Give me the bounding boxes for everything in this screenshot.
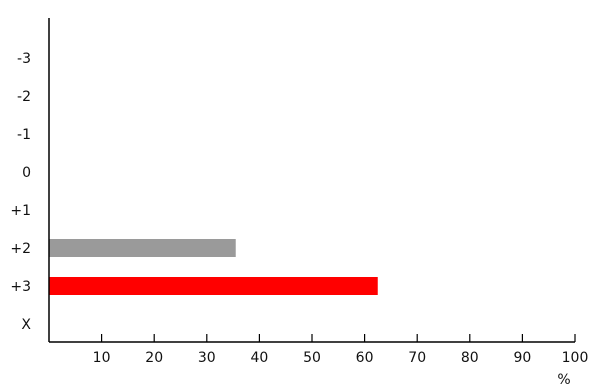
y-tick-label: +3 bbox=[10, 279, 31, 295]
x-axis-label: % bbox=[557, 372, 570, 385]
x-tick-label: 30 bbox=[198, 350, 216, 366]
y-tick-label: -3 bbox=[17, 51, 31, 67]
bar-+2 bbox=[49, 239, 236, 257]
x-tick-label: 100 bbox=[562, 350, 589, 366]
x-tick-label: 40 bbox=[250, 350, 268, 366]
y-tick-label: -2 bbox=[17, 89, 31, 105]
x-tick-label: 70 bbox=[408, 350, 426, 366]
x-tick-label: 50 bbox=[303, 350, 321, 366]
x-tick-label: 20 bbox=[145, 350, 163, 366]
x-tick-label: 80 bbox=[461, 350, 479, 366]
x-tick-label: 10 bbox=[93, 350, 111, 366]
x-tick-label: 60 bbox=[356, 350, 374, 366]
y-tick-label: -1 bbox=[17, 127, 31, 143]
y-tick-label: X bbox=[21, 317, 31, 333]
bar-+3 bbox=[49, 277, 378, 295]
y-tick-label: +1 bbox=[10, 203, 31, 219]
y-tick-label: 0 bbox=[22, 165, 31, 181]
y-axis-ticks: -3 -2 -1 0 +1 +2 +3 X bbox=[10, 51, 31, 333]
x-tick-label: 90 bbox=[513, 350, 531, 366]
bars-group bbox=[49, 239, 378, 295]
x-axis-ticks: 10 20 30 40 50 60 70 80 90 100 bbox=[93, 334, 589, 366]
y-tick-label: +2 bbox=[10, 241, 31, 257]
